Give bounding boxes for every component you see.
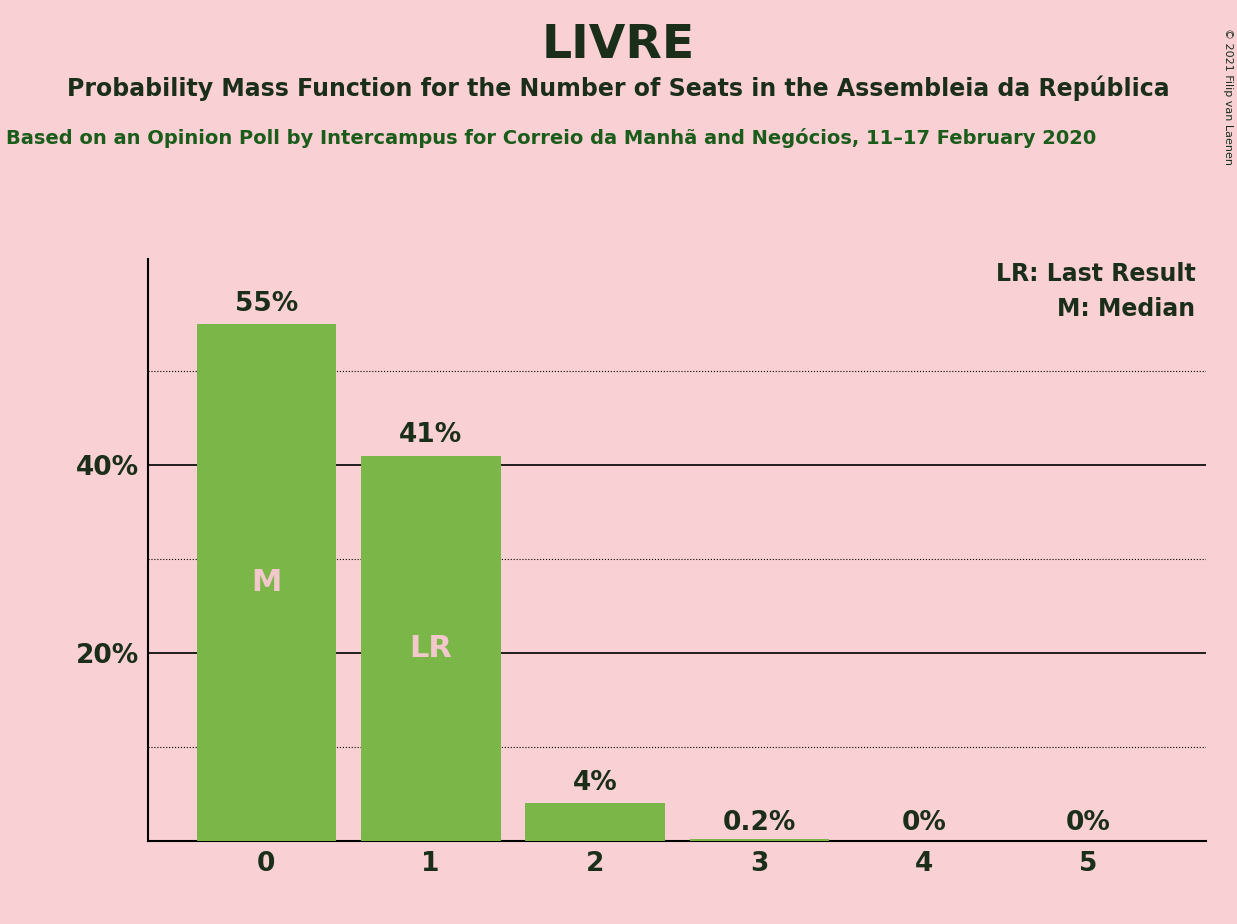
Text: 0%: 0% — [1066, 810, 1111, 836]
Text: 0%: 0% — [902, 810, 946, 836]
Text: Based on an Opinion Poll by Intercampus for Correio da Manhã and Negócios, 11–17: Based on an Opinion Poll by Intercampus … — [6, 128, 1096, 148]
Text: M: Median: M: Median — [1058, 297, 1195, 321]
Text: 0.2%: 0.2% — [722, 810, 797, 836]
Text: 41%: 41% — [400, 422, 463, 448]
Text: 55%: 55% — [235, 291, 298, 317]
Text: LR: LR — [409, 634, 453, 663]
Text: M: M — [251, 568, 282, 597]
Text: Probability Mass Function for the Number of Seats in the Assembleia da República: Probability Mass Function for the Number… — [67, 76, 1170, 102]
Bar — [526, 803, 666, 841]
Bar — [689, 839, 829, 841]
Bar — [361, 456, 501, 841]
Text: LR: Last Result: LR: Last Result — [996, 261, 1195, 286]
Text: © 2021 Filip van Laenen: © 2021 Filip van Laenen — [1223, 28, 1233, 164]
Text: LIVRE: LIVRE — [542, 23, 695, 68]
Bar — [197, 324, 336, 841]
Text: 4%: 4% — [573, 770, 617, 796]
